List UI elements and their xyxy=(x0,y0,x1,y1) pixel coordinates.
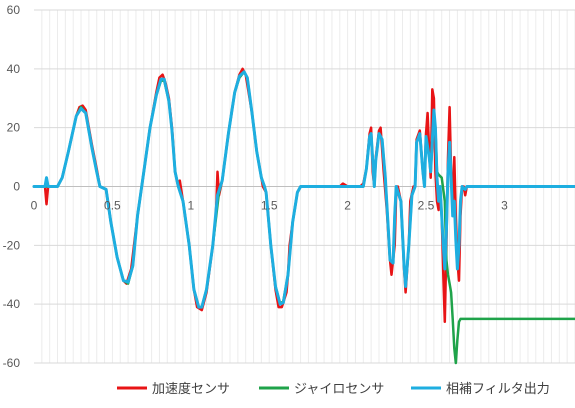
x-axis-tick-labels: 0 0.5 1 1.5 2 2.5 3 xyxy=(31,199,508,213)
x-tick-label: 0.5 xyxy=(104,199,121,213)
series-lines xyxy=(32,67,575,365)
y-tick-label: -40 xyxy=(3,297,21,311)
x-tick-label: 3 xyxy=(501,199,508,213)
legend-label: ジャイロセンサ xyxy=(294,382,384,397)
y-tick-label: 40 xyxy=(7,62,21,76)
y-tick-label: 60 xyxy=(7,3,21,17)
legend-label: 加速度センサ xyxy=(152,381,230,397)
y-axis-tick-labels: 60 40 20 0 -20 -40 -60 xyxy=(3,3,21,370)
x-tick-label: 0 xyxy=(31,199,38,213)
legend: 加速度センサ ジャイロセンサ 相補フィルタ出力 xyxy=(117,381,550,397)
horizontal-gridlines xyxy=(34,9,575,364)
x-tick-label: 1 xyxy=(187,199,194,213)
x-tick-label: 1.5 xyxy=(261,199,278,213)
x-tick-label: 2 xyxy=(344,199,351,213)
y-tick-label: 20 xyxy=(7,121,21,135)
x-tick-label: 2.5 xyxy=(418,199,435,213)
y-tick-label: -20 xyxy=(3,238,21,252)
series-line-2 xyxy=(32,70,575,365)
y-tick-label: 0 xyxy=(13,180,20,194)
y-tick-label: -60 xyxy=(3,356,21,370)
legend-label: 相補フィルタ出力 xyxy=(446,382,550,397)
series-line-3 xyxy=(32,70,575,309)
series-line-1 xyxy=(32,67,575,324)
